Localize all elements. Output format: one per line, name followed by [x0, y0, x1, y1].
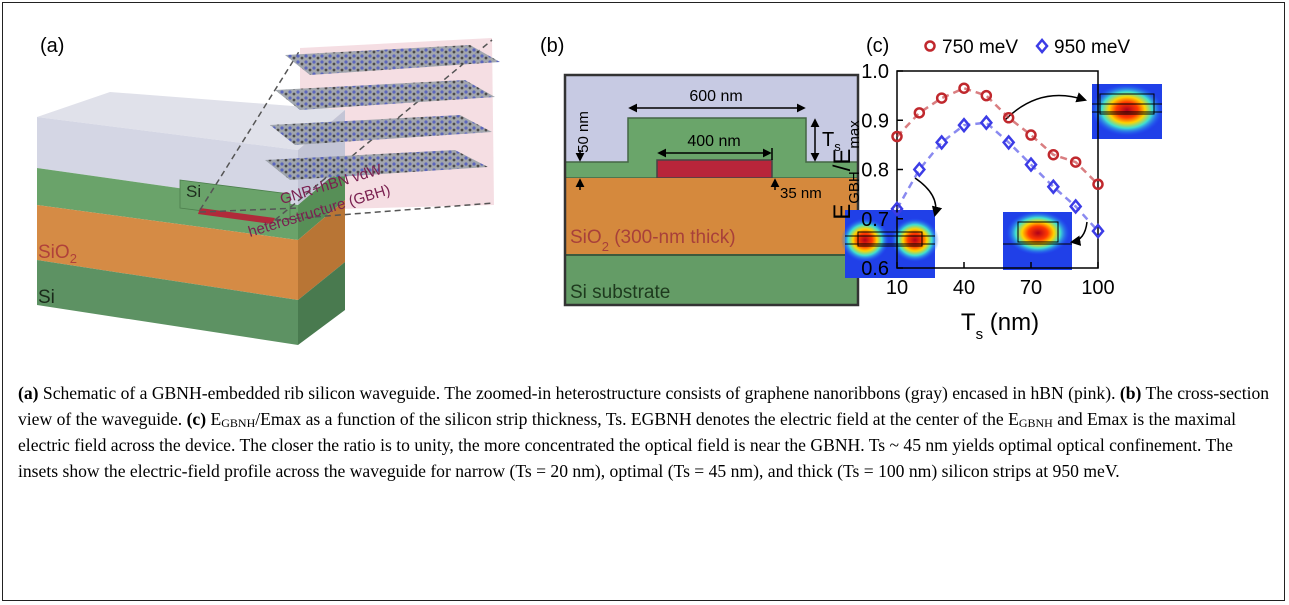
gbh-strip	[657, 160, 772, 178]
text-part: E	[829, 204, 856, 220]
y-tick-label: 0.9	[861, 110, 889, 132]
x-tick-label: 40	[953, 277, 975, 299]
text-part: T	[822, 129, 834, 151]
caption-label: (b)	[1120, 383, 1142, 403]
y-tick-label: 0.7	[861, 209, 889, 231]
panel-label: (b)	[540, 35, 564, 57]
panel-label: (a)	[40, 35, 64, 57]
line-chart: (c) 0.6 0.7 0.8 0.9 1.0 10 40 70 100 Ts (nm) EGBH/E…	[829, 35, 1130, 343]
figure: (a) Si SiO2 Si GNR+hBN vdW heterostructu…	[0, 0, 1289, 370]
data-point	[982, 91, 991, 100]
x-axis-label: Ts (nm)	[961, 309, 1039, 343]
caption-label: (c)	[187, 409, 207, 429]
legend-marker	[1037, 40, 1047, 52]
text-sub: 2	[70, 251, 77, 266]
legend-marker	[926, 42, 935, 51]
panel-label: (c)	[866, 35, 889, 57]
text-part: SiO	[570, 227, 602, 248]
layer-label: Si substrate	[570, 282, 670, 303]
page-body: { "panel_a": { "label": "(a)", "top_si":…	[0, 0, 1289, 605]
legend-label: 750 meV	[942, 37, 1018, 58]
inset-optimal	[1091, 84, 1163, 139]
text-sub: s	[976, 326, 984, 343]
data-point	[915, 108, 924, 117]
y-tick-label: 1.0	[861, 61, 889, 83]
data-point	[1027, 131, 1036, 140]
text-sub: max	[846, 120, 863, 149]
dimension-label: 50 nm	[575, 111, 592, 153]
dimension-label: 600 nm	[689, 88, 742, 105]
data-point	[937, 94, 946, 103]
text-part: /E	[829, 149, 856, 172]
layer-label: Si	[186, 182, 201, 201]
text-sub: 2	[602, 239, 609, 254]
caption-text: Schematic of a GBNH-embedded rib silicon…	[39, 383, 1120, 403]
series-line	[897, 88, 1098, 184]
caption-sub: GBNH	[1019, 416, 1053, 430]
y-tick-label: 0.8	[861, 160, 889, 182]
caption-label: (a)	[18, 383, 39, 403]
x-tick-label: 70	[1020, 277, 1042, 299]
page: html, body { margin: 0; padding: 0; } bo…	[0, 0, 1289, 605]
text-part: (300-nm thick)	[609, 227, 736, 248]
caption-sub: GBNH	[221, 416, 255, 430]
caption: (a) Schematic of a GBNH-embedded rib sil…	[18, 380, 1273, 484]
dimension-label: 35 nm	[780, 185, 822, 202]
text-part: (nm)	[983, 309, 1039, 336]
caption-text: /Emax as a function of the silicon strip…	[255, 409, 1019, 429]
inset-thick	[1003, 211, 1072, 270]
text-part: SiO	[38, 242, 70, 263]
text-sub: GBH	[846, 171, 863, 204]
x-tick-label: 10	[886, 277, 908, 299]
caption-text: E	[206, 409, 221, 429]
dimension-label: 400 nm	[687, 133, 740, 150]
text-part: T	[961, 309, 976, 336]
x-tick-label: 100	[1081, 277, 1114, 299]
layer-label: Si	[38, 287, 55, 308]
insets	[841, 84, 1163, 278]
legend-label: 950 meV	[1054, 37, 1130, 58]
y-tick-label: 0.6	[861, 258, 889, 280]
